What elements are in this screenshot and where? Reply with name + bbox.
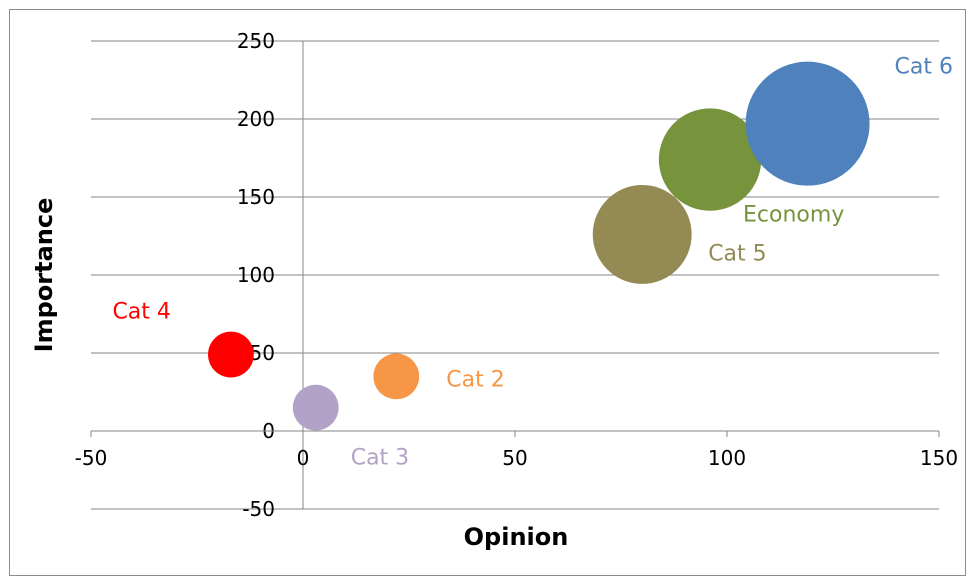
bubble-cat-5: [592, 184, 692, 284]
bubble-label-cat-2: Cat 2: [446, 367, 504, 392]
x-tick-label: 100: [708, 446, 746, 470]
bubble-cat-4: [208, 331, 254, 378]
x-tick-label: 0: [297, 446, 310, 470]
bubble-label-cat-4: Cat 4: [112, 300, 170, 325]
bubble-label-cat-5: Cat 5: [708, 241, 766, 266]
y-tick-label: 100: [237, 263, 275, 287]
x-tick-label: 150: [920, 446, 958, 470]
y-tick-label: 150: [237, 185, 275, 209]
x-axis-title: Opinion: [464, 523, 569, 551]
bubble-cat-3: [292, 384, 339, 431]
bubbles: [208, 61, 870, 431]
y-tick-label: 250: [237, 29, 275, 53]
bubble-label-cat-6: Cat 6: [895, 55, 953, 80]
bubble-cat-2: [373, 353, 420, 400]
y-tick-label: -50: [242, 497, 275, 521]
bubble-label-economy: Economy: [743, 203, 844, 228]
y-tick-label: 200: [237, 107, 275, 131]
x-tick-label: 50: [502, 446, 527, 470]
bubble-labels: Cat 4 Cat 2 Cat 3 Cat 5 Economy Cat 6: [112, 55, 953, 471]
bubble-label-cat-3: Cat 3: [351, 446, 409, 471]
y-axis-title: Importance: [30, 198, 58, 353]
bubble-cat-6: [745, 61, 870, 186]
bubble-economy: [658, 108, 762, 211]
x-tick-label: -50: [75, 446, 108, 470]
y-tick-label: 50: [250, 341, 275, 365]
